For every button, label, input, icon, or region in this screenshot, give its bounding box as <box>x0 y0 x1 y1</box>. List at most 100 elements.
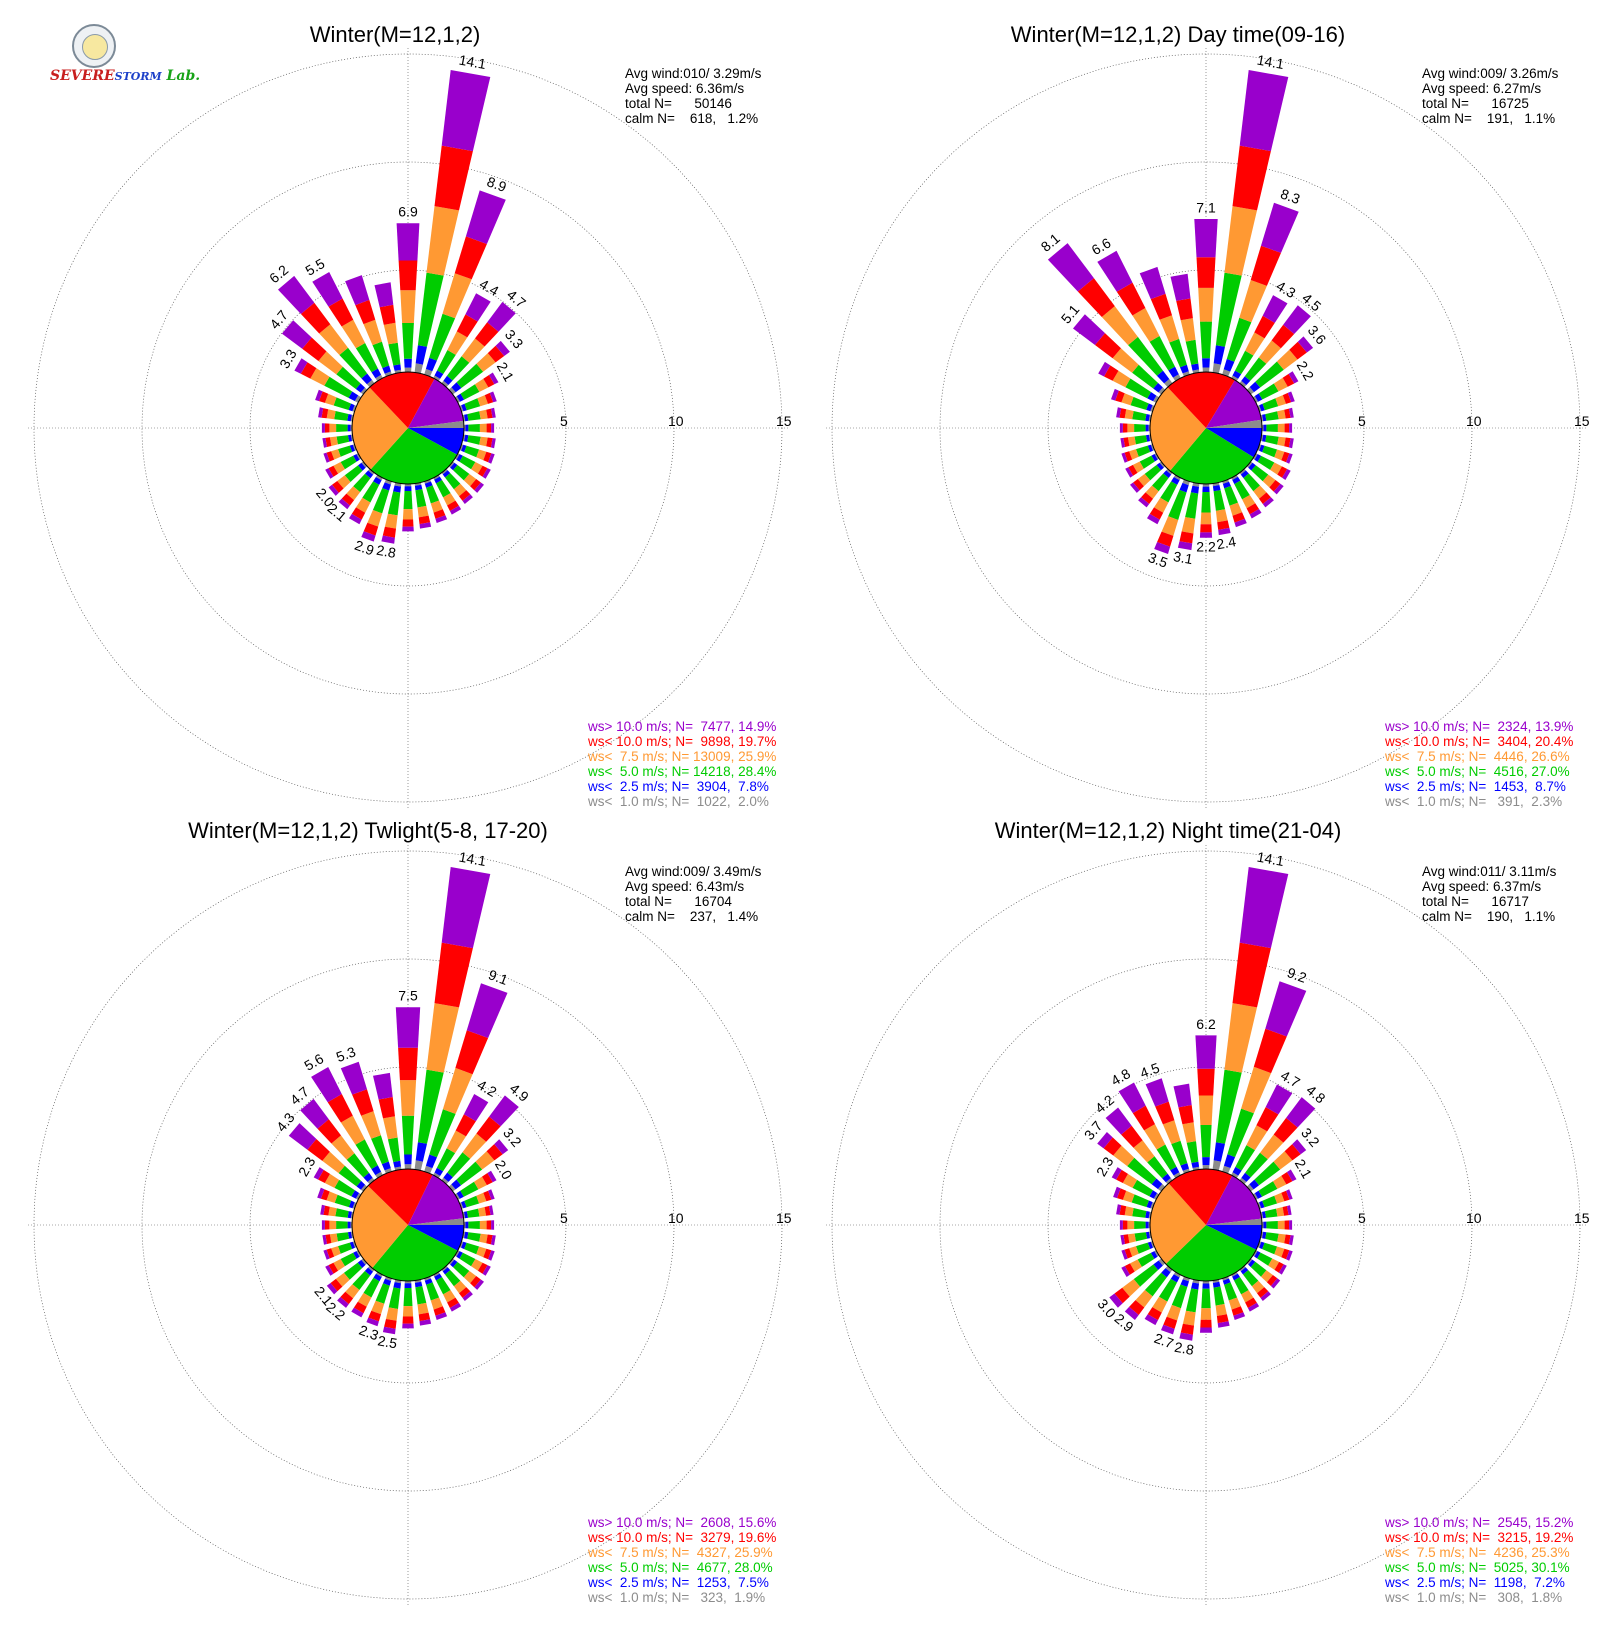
petal-segment <box>1246 387 1254 395</box>
petal-segment <box>1149 1190 1158 1199</box>
petal-segment <box>1113 1186 1121 1199</box>
stats-line: Avg speed: 6.43m/s <box>625 879 744 894</box>
ring-label: 10 <box>1466 1210 1482 1226</box>
petal-segment <box>1217 1321 1230 1328</box>
petal-segment <box>347 424 351 432</box>
petal-segment <box>1232 476 1241 485</box>
petal-segment <box>404 367 412 373</box>
petal-segment <box>364 1267 373 1276</box>
petal-segment <box>486 1234 493 1245</box>
petal-segment <box>1287 391 1295 403</box>
petal-segment <box>352 1271 371 1290</box>
petal-segment <box>333 462 345 474</box>
petal-segment <box>328 484 339 496</box>
petal-segment <box>402 509 414 520</box>
petal-segment <box>382 482 391 491</box>
petal-segment <box>363 522 379 536</box>
petal-segment <box>489 372 499 385</box>
petal-segment <box>455 1030 489 1075</box>
ring-label: 5 <box>560 413 568 429</box>
petal-segment <box>1153 1193 1160 1200</box>
petal-segment <box>1239 280 1267 323</box>
petal-segment <box>455 1114 476 1137</box>
petal-segment <box>453 1262 470 1278</box>
petal-segment <box>1212 1281 1221 1288</box>
petal-segment <box>319 324 348 355</box>
petal-segment <box>1241 1290 1254 1303</box>
petal-segment <box>1158 1183 1166 1192</box>
petal-segment <box>1240 1267 1249 1275</box>
petal-segment <box>454 453 460 460</box>
stats-line: calm N= 618, 1.2% <box>625 111 758 126</box>
petal-segment <box>434 1273 442 1281</box>
petal-segment <box>1286 1097 1316 1128</box>
petal-segment <box>1215 272 1242 347</box>
petal-segment <box>1270 462 1282 475</box>
petal-segment <box>322 1234 327 1245</box>
petal-segment <box>1270 1278 1281 1289</box>
petal-segment <box>320 1204 326 1215</box>
petal-segment <box>1277 1233 1286 1244</box>
petal-segment <box>324 1173 340 1188</box>
petal-segment <box>1144 1314 1158 1326</box>
windrose-panel: 5 10 157.514.19.14.2 4.93.22.02.52.32.22.12… <box>28 818 792 1605</box>
legend-entry: ws< 5.0 m/s; N= 4677, 28.0% <box>587 1560 773 1575</box>
petal-value-label: 2.8 <box>1173 1339 1195 1358</box>
petal-segment <box>1168 366 1179 378</box>
petal-segment <box>402 323 414 359</box>
petal-segment <box>361 373 372 385</box>
petal-segment <box>362 481 380 503</box>
chart-title: Winter(M=12,1,2) Day time(09-16) <box>1011 22 1345 47</box>
petal-segment <box>1202 358 1210 368</box>
petal-segment <box>363 319 382 346</box>
petal-segment <box>1249 509 1262 519</box>
petal-segment <box>1262 398 1279 411</box>
petal-segment <box>1195 1035 1217 1069</box>
petal-segment <box>1249 381 1261 393</box>
petal-segment <box>324 376 353 398</box>
petal-segment <box>340 1291 354 1305</box>
petal-segment <box>1122 1279 1141 1297</box>
windrose-panel: 5 10 156.914.18.94.4 4.73.32.12.82.92.12.03… <box>28 22 792 809</box>
petal-segment <box>456 1161 483 1186</box>
petal-segment <box>336 1232 350 1242</box>
petal-segment <box>462 494 473 504</box>
petal-segment <box>1259 492 1271 504</box>
petal-segment <box>1145 1221 1149 1229</box>
petal-segment <box>1287 1205 1292 1216</box>
petal-segment <box>1185 492 1199 519</box>
petal-value-label: 8.9 <box>485 173 509 195</box>
petal-value-label: 14.1 <box>458 849 488 870</box>
windrose-panel: 5 10 156.214.19.24.74.83.22.12.82.72.93.02… <box>826 818 1590 1605</box>
petal-segment <box>325 468 334 479</box>
petal-segment <box>1139 455 1155 469</box>
legend-entry: ws< 1.0 m/s; N= 391, 2.3% <box>1384 794 1562 809</box>
petal-segment <box>424 1278 433 1285</box>
petal-segment <box>1116 1169 1128 1183</box>
petal-segment <box>402 519 414 527</box>
petal-segment <box>1255 361 1284 388</box>
petal-segment <box>414 1281 423 1288</box>
petal-segment <box>1130 482 1140 493</box>
petal-segment <box>1246 503 1259 515</box>
petal-segment <box>1147 1307 1162 1321</box>
petal-segment <box>352 1089 374 1116</box>
legend-entry: ws< 10.0 m/s; N= 3404, 20.4% <box>1384 734 1573 749</box>
petal-segment <box>1132 411 1147 421</box>
petal-segment <box>404 1164 412 1170</box>
petal-segment <box>1169 338 1187 368</box>
stats-line: Avg speed: 6.36m/s <box>625 81 744 96</box>
petal-segment <box>1153 395 1160 403</box>
petal-segment <box>489 1095 519 1127</box>
petal-segment <box>332 481 344 493</box>
petal-segment <box>1231 1172 1239 1179</box>
petal-segment <box>467 1232 481 1242</box>
petal-segment <box>486 1220 492 1230</box>
petal-segment <box>352 1202 357 1209</box>
petal-segment <box>1159 1278 1177 1302</box>
petal-segment <box>464 1195 480 1208</box>
petal-segment <box>381 1161 391 1171</box>
petal-segment <box>1246 1125 1268 1151</box>
petal-segment <box>465 424 469 432</box>
